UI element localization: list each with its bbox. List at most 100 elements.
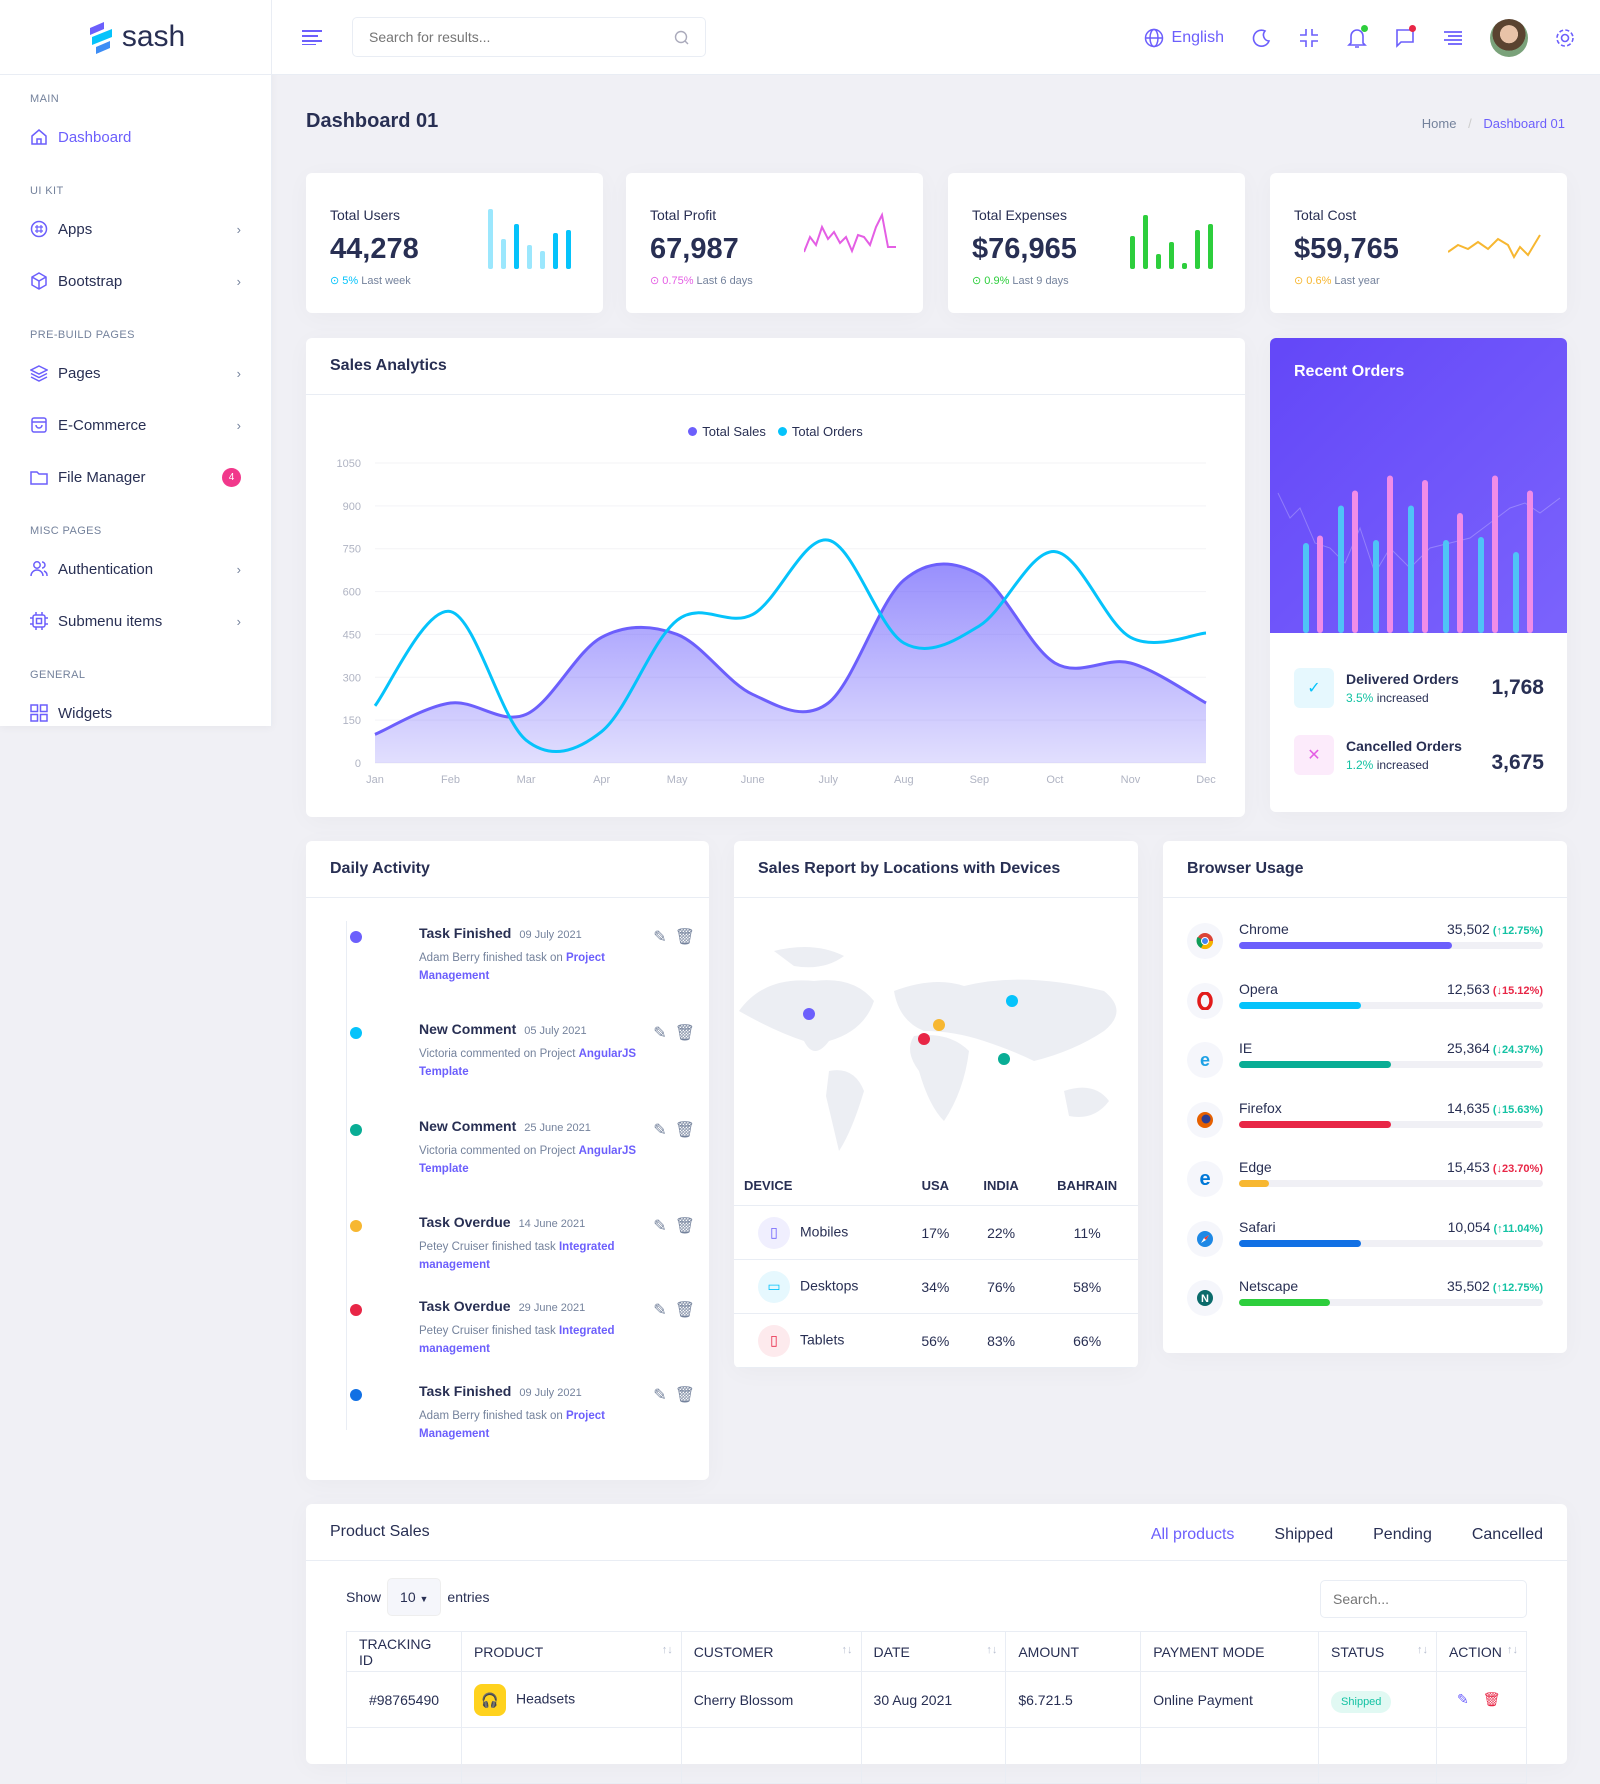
usage-progress-bar xyxy=(1239,1180,1543,1187)
sidebar-item-authentication[interactable]: Authentication › xyxy=(0,543,271,595)
trash-icon[interactable]: 🗑 xyxy=(674,1025,695,1042)
brand-logo[interactable]: sash xyxy=(0,0,271,75)
search-icon[interactable] xyxy=(674,30,689,45)
sidebar-item-label: Bootstrap xyxy=(58,272,123,290)
language-selector[interactable]: English xyxy=(1144,28,1224,48)
sort-icon[interactable]: ↑↓ xyxy=(661,1643,673,1656)
y-tick-label: 300 xyxy=(343,672,361,684)
order-note: increased xyxy=(1376,691,1429,705)
column-header[interactable]: PRODUCT ↑↓ xyxy=(460,1631,682,1672)
edit-icon[interactable]: ✎ xyxy=(653,1387,667,1404)
notification-bell-icon[interactable] xyxy=(1346,24,1368,49)
edit-icon[interactable]: ✎ xyxy=(653,1025,667,1042)
activity-link[interactable]: AngularJS Template xyxy=(419,1145,637,1175)
activity-link[interactable]: Integrated management xyxy=(419,1241,615,1271)
browser-name: IE xyxy=(1239,1040,1253,1056)
sidebar-item-bootstrap[interactable]: Bootstrap › xyxy=(0,255,271,307)
tab-cancelled[interactable]: Cancelled xyxy=(1471,1526,1543,1543)
sidebar-item-e-commerce[interactable]: E-Commerce › xyxy=(0,399,271,451)
browser-row-edge: e Edge 15,453 (↓23.70%) xyxy=(1187,1159,1543,1209)
y-tick-label: 750 xyxy=(343,544,361,556)
tablet-icon: ▯ xyxy=(758,1324,790,1357)
entries-select[interactable]: 10 ▼ xyxy=(387,1578,442,1616)
browser-change: (↓24.37%) xyxy=(1492,1044,1543,1056)
desktop-icon: ▭ xyxy=(758,1270,790,1303)
x-tick-label: June xyxy=(741,774,765,786)
column-header[interactable]: STATUS ↑↓ xyxy=(1318,1631,1437,1672)
messages-icon[interactable] xyxy=(1394,24,1416,49)
settings-gear-icon[interactable] xyxy=(1554,27,1576,49)
trash-icon[interactable]: 🗑 xyxy=(1482,1691,1501,1707)
activity-title: Task Overdue xyxy=(419,1298,511,1314)
user-avatar[interactable] xyxy=(1490,18,1528,57)
column-header[interactable]: AMOUNT xyxy=(1005,1631,1142,1672)
stat-card-total-profit: Total Profit 67,987 ⊙ 0.75% Last 6 days xyxy=(626,173,923,313)
sort-icon[interactable]: ↑↓ xyxy=(986,1643,998,1656)
sidebar-item-apps[interactable]: Apps › xyxy=(0,203,271,255)
trash-icon[interactable]: 🗑 xyxy=(674,929,695,946)
right-sidebar-icon[interactable] xyxy=(1442,27,1464,49)
trash-icon[interactable]: 🗑 xyxy=(674,1387,695,1404)
legend-item-total-sales[interactable]: Total Sales xyxy=(688,424,766,439)
daily-activity-card: Daily Activity Task Finished 09 July 2021… xyxy=(306,841,709,1480)
product-sales-card: Product Sales All products Shipped Pending… xyxy=(306,1504,1567,1784)
column-header[interactable]: ACTION ↑↓ xyxy=(1435,1631,1528,1672)
sidebar-item-pages[interactable]: Pages › xyxy=(0,347,271,399)
map-marker xyxy=(1006,995,1018,1007)
tab-all-products[interactable]: All products xyxy=(1150,1526,1235,1543)
sort-icon[interactable]: ↑↓ xyxy=(1507,1643,1518,1656)
file-count-badge: 4 xyxy=(222,467,241,487)
activity-link[interactable]: Integrated management xyxy=(419,1325,615,1355)
y-tick-label: 1050 xyxy=(337,458,361,470)
language-label: English xyxy=(1171,28,1224,46)
legend-item-total-orders[interactable]: Total Orders xyxy=(777,424,863,439)
column-header[interactable]: PAYMENT MODE xyxy=(1140,1631,1320,1672)
usage-progress-bar xyxy=(1239,1120,1543,1128)
trash-icon[interactable]: 🗑 xyxy=(674,1302,695,1319)
tab-shipped[interactable]: Shipped xyxy=(1274,1526,1334,1543)
amount: $6.721.5 xyxy=(1005,1671,1142,1728)
edit-icon[interactable]: ✎ xyxy=(653,1302,667,1319)
edit-icon[interactable]: ✎ xyxy=(653,1218,667,1235)
breadcrumb-home[interactable]: Home xyxy=(1421,116,1457,131)
sidebar-item-file-manager[interactable]: File Manager 4 xyxy=(0,451,271,503)
search-input[interactable] xyxy=(369,29,674,45)
trash-icon[interactable]: 🗑 xyxy=(674,1218,695,1235)
x-tick-label: Aug xyxy=(894,774,914,786)
sidebar-item-dashboard[interactable]: Dashboard xyxy=(0,111,271,163)
tab-pending[interactable]: Pending xyxy=(1373,1526,1432,1543)
menu-toggle-icon[interactable] xyxy=(302,29,322,50)
x-tick-label: May xyxy=(667,774,688,786)
sparkline-bar xyxy=(1182,263,1187,269)
activity-link[interactable]: Project Management xyxy=(419,952,606,982)
sidebar-item-submenu-items[interactable]: Submenu items › xyxy=(0,595,271,647)
column-header[interactable]: CUSTOMER ↑↓ xyxy=(680,1631,862,1672)
series-line-total-orders xyxy=(373,538,1207,754)
breadcrumb-current: Dashboard 01 xyxy=(1483,116,1565,131)
activity-link[interactable]: Project Management xyxy=(419,1410,606,1440)
sidebar-item-widgets[interactable]: Widgets xyxy=(0,687,271,739)
order-note: increased xyxy=(1376,758,1429,772)
trash-icon[interactable]: 🗑 xyxy=(674,1122,695,1139)
sort-icon[interactable]: ↑↓ xyxy=(1416,1643,1428,1656)
mobile-icon: ▯ xyxy=(758,1216,790,1249)
edit-icon[interactable]: ✎ xyxy=(653,929,667,946)
edit-icon[interactable]: ✎ xyxy=(653,1122,667,1139)
column-header[interactable]: TRACKING ID xyxy=(346,1631,462,1672)
status-badge: Shipped xyxy=(1331,1690,1392,1713)
activity-link[interactable]: AngularJS Template xyxy=(419,1048,637,1078)
usage-progress-fill xyxy=(1239,1180,1270,1187)
bar xyxy=(1303,543,1309,633)
sidebar-section-title: PRE-BUILD PAGES xyxy=(30,329,135,341)
table-search-input[interactable] xyxy=(1320,1580,1527,1618)
stat-value: $59,765 xyxy=(1294,233,1399,265)
fullscreen-exit-icon[interactable] xyxy=(1298,27,1320,49)
order-change: 1.2% xyxy=(1346,758,1374,772)
bar xyxy=(1338,505,1344,633)
edit-icon[interactable]: ✎ xyxy=(1456,1691,1469,1707)
dark-mode-icon[interactable] xyxy=(1250,27,1272,49)
column-header[interactable]: DATE ↑↓ xyxy=(860,1631,1007,1672)
sparkline-bar xyxy=(501,239,506,269)
sort-icon[interactable]: ↑↓ xyxy=(841,1643,853,1656)
entries-label: entries xyxy=(447,1589,490,1605)
